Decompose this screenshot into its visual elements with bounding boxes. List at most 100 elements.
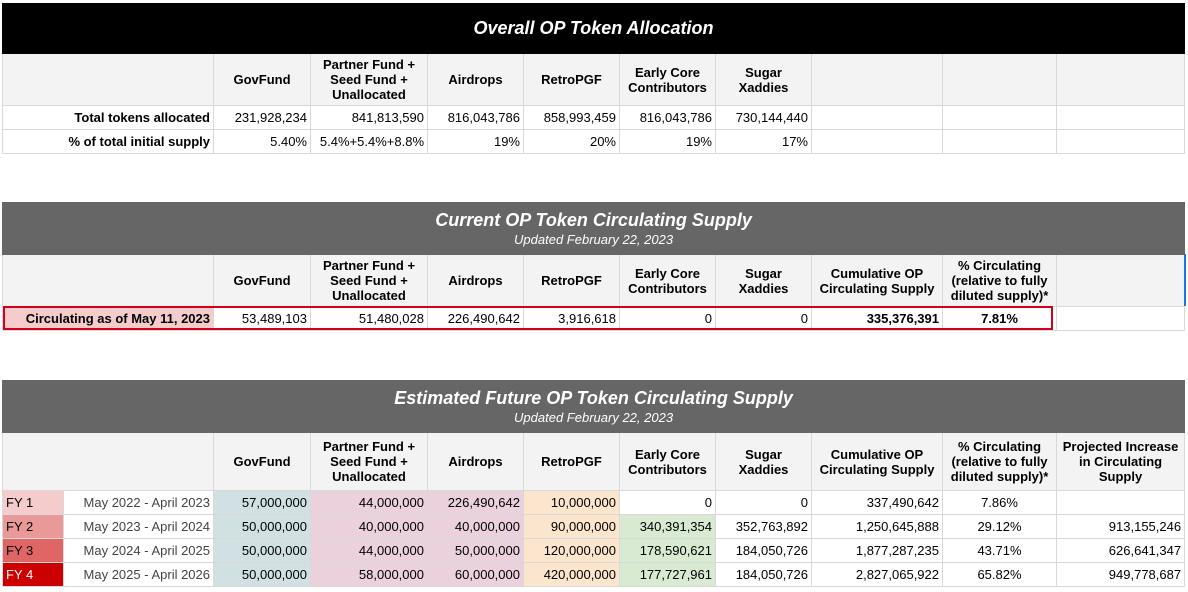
cell[interactable]: 5.4%+5.4%+8.8%: [310, 129, 428, 154]
current-header-govfund: GovFund: [213, 254, 311, 307]
cell[interactable]: 17%: [715, 129, 812, 154]
cell[interactable]: 2,827,065,922: [811, 562, 943, 587]
empty-cell[interactable]: [1055, 254, 1186, 307]
cell[interactable]: 420,000,000: [523, 562, 620, 587]
fy-label[interactable]: FY 1: [2, 490, 64, 515]
row-label[interactable]: Total tokens allocated: [2, 105, 214, 130]
cell[interactable]: 57,000,000: [213, 490, 311, 515]
selection-edge: [1184, 254, 1186, 306]
empty-cell[interactable]: [942, 53, 1057, 106]
cell[interactable]: 626,641,347: [1055, 538, 1186, 563]
cell[interactable]: 231,928,234: [213, 105, 311, 130]
future-header-increase: Projected Increase in Circulating Supply: [1055, 432, 1186, 491]
current-header-partner: Partner Fund + Seed Fund + Unallocated: [310, 254, 428, 307]
cell[interactable]: 50,000,000: [213, 538, 311, 563]
cell[interactable]: 50,000,000: [213, 562, 311, 587]
cell[interactable]: 53,489,103: [213, 306, 311, 331]
cell[interactable]: 177,727,961: [619, 562, 716, 587]
cell[interactable]: 65.82%: [942, 562, 1057, 587]
cell[interactable]: 340,391,354: [619, 514, 716, 539]
cell[interactable]: 60,000,000: [427, 562, 524, 587]
cell[interactable]: 43.71%: [942, 538, 1057, 563]
table-row: FY 1 May 2022 - April 2023 57,000,000 44…: [2, 490, 1186, 515]
cell[interactable]: 20%: [523, 129, 620, 154]
cell[interactable]: 58,000,000: [310, 562, 428, 587]
cell[interactable]: 40,000,000: [310, 514, 428, 539]
current-header-percent: % Circulating (relative to fully diluted…: [942, 254, 1057, 307]
current-header-retropgf: RetroPGF: [523, 254, 620, 307]
cell[interactable]: 5.40%: [213, 129, 311, 154]
future-title: Estimated Future OP Token Circulating Su…: [1, 380, 1186, 433]
cell[interactable]: 44,000,000: [310, 490, 428, 515]
cell[interactable]: 816,043,786: [427, 105, 524, 130]
cell[interactable]: 1,250,645,888: [811, 514, 943, 539]
future-header-ecc: Early Core Contributors: [619, 432, 716, 491]
current-header-cumulative: Cumulative OP Circulating Supply: [811, 254, 943, 307]
fy-label[interactable]: FY 2: [2, 514, 64, 539]
empty-cell[interactable]: [1055, 129, 1186, 154]
empty-cell[interactable]: [811, 129, 943, 154]
cell[interactable]: 184,050,726: [715, 538, 812, 563]
cell[interactable]: 0: [619, 490, 716, 515]
cell[interactable]: 858,993,459: [523, 105, 620, 130]
future-header-airdrops: Airdrops: [427, 432, 524, 491]
cell[interactable]: 949,778,687: [1055, 562, 1186, 587]
empty-cell[interactable]: [811, 53, 943, 106]
fy-label[interactable]: FY 3: [2, 538, 64, 563]
overall-header-retropgf: RetroPGF: [523, 53, 620, 106]
period-label[interactable]: May 2025 - April 2026: [63, 562, 214, 587]
future-header-partner: Partner Fund + Seed Fund + Unallocated: [310, 432, 428, 491]
cell[interactable]: 10,000,000: [523, 490, 620, 515]
cell[interactable]: [1055, 490, 1186, 515]
cell[interactable]: 730,144,440: [715, 105, 812, 130]
table-row: Total tokens allocated 231,928,234 841,8…: [2, 105, 1186, 130]
cell[interactable]: 178,590,621: [619, 538, 716, 563]
overall-header-airdrops: Airdrops: [427, 53, 524, 106]
current-header-airdrops: Airdrops: [427, 254, 524, 307]
current-header-sugar: Sugar Xaddies: [715, 254, 812, 307]
cell[interactable]: 19%: [619, 129, 716, 154]
row-label[interactable]: Circulating as of May 11, 2023: [2, 306, 214, 331]
overall-header-govfund: GovFund: [213, 53, 311, 106]
future-header-cumulative: Cumulative OP Circulating Supply: [811, 432, 943, 491]
fy-label[interactable]: FY 4: [2, 562, 64, 587]
empty-cell[interactable]: [942, 129, 1057, 154]
cell[interactable]: 50,000,000: [427, 538, 524, 563]
empty-cell[interactable]: [811, 105, 943, 130]
cell[interactable]: 51,480,028: [310, 306, 428, 331]
future-header-blank: [2, 432, 214, 491]
cell[interactable]: 913,155,246: [1055, 514, 1186, 539]
cell[interactable]: 0: [715, 490, 812, 515]
empty-cell[interactable]: [942, 105, 1057, 130]
cell[interactable]: 335,376,391: [811, 306, 943, 331]
cell[interactable]: 50,000,000: [213, 514, 311, 539]
cell[interactable]: 7.86%: [942, 490, 1057, 515]
cell[interactable]: 184,050,726: [715, 562, 812, 587]
cell[interactable]: 841,813,590: [310, 105, 428, 130]
row-label[interactable]: % of total initial supply: [2, 129, 214, 154]
cell[interactable]: 7.81%: [942, 306, 1057, 331]
overall-title: Overall OP Token Allocation: [1, 3, 1186, 54]
cell[interactable]: 19%: [427, 129, 524, 154]
highlight-box: [3, 306, 1053, 330]
cell[interactable]: 120,000,000: [523, 538, 620, 563]
period-label[interactable]: May 2023 - April 2024: [63, 514, 214, 539]
empty-cell[interactable]: [1055, 105, 1186, 130]
period-label[interactable]: May 2024 - April 2025: [63, 538, 214, 563]
cell[interactable]: 29.12%: [942, 514, 1057, 539]
cell[interactable]: 40,000,000: [427, 514, 524, 539]
cell[interactable]: 90,000,000: [523, 514, 620, 539]
overall-header-sugar: Sugar Xaddies: [715, 53, 812, 106]
cell[interactable]: 337,490,642: [811, 490, 943, 515]
current-supply-table: Current OP Token Circulating Supply Upda…: [1, 202, 1186, 331]
cell[interactable]: 352,763,892: [715, 514, 812, 539]
table-row: FY 4 May 2025 - April 2026 50,000,000 58…: [2, 562, 1186, 587]
cell[interactable]: 44,000,000: [310, 538, 428, 563]
empty-cell[interactable]: [1055, 306, 1186, 331]
cell[interactable]: 226,490,642: [427, 490, 524, 515]
empty-cell[interactable]: [1055, 53, 1186, 106]
period-label[interactable]: May 2022 - April 2023: [63, 490, 214, 515]
cell[interactable]: 1,877,287,235: [811, 538, 943, 563]
current-header-ecc: Early Core Contributors: [619, 254, 716, 307]
cell[interactable]: 816,043,786: [619, 105, 716, 130]
